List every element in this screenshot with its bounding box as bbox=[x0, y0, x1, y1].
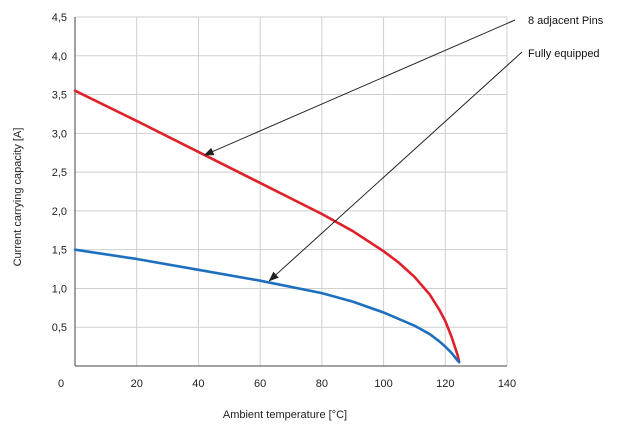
y-tick-label: 4,0 bbox=[52, 51, 67, 63]
x-tick-label: 0 bbox=[58, 378, 64, 390]
series-line-8-adjacent-pins bbox=[73, 89, 461, 364]
x-axis-label: Ambient temperature [°C] bbox=[223, 409, 347, 421]
y-tick-label: 0,5 bbox=[52, 322, 67, 334]
y-tick-label: 3,5 bbox=[52, 90, 67, 102]
annotation-fully-equipped-arrow bbox=[268, 51, 523, 282]
y-tick-label: 2,0 bbox=[52, 206, 67, 218]
y-tick-label: 2,5 bbox=[52, 167, 67, 179]
series bbox=[73, 89, 461, 364]
y-tick-label: 1,5 bbox=[52, 245, 67, 257]
x-tick-label: 100 bbox=[374, 378, 392, 390]
y-tick-label: 1,0 bbox=[52, 283, 67, 295]
annotations: 8 adjacent Pins Fully equipped bbox=[203, 15, 604, 282]
axes: 0 20 40 60 80 100 120 140 0,5 1,0 1,5 2,0 2,5 3,0 3,5 4… bbox=[52, 12, 516, 390]
x-tick-label: 80 bbox=[316, 378, 328, 390]
x-tick-label: 40 bbox=[192, 378, 204, 390]
annotation-fully-equipped-label: Fully equipped bbox=[528, 48, 600, 60]
y-tick-label: 3,0 bbox=[52, 128, 67, 140]
series-line-fully-equipped bbox=[73, 248, 461, 364]
x-tick-label: 140 bbox=[498, 378, 516, 390]
annotation-8-adjacent-pins-arrow bbox=[203, 19, 516, 156]
y-axis-label: Current carrying capacity [A] bbox=[12, 128, 24, 267]
annotation-8-adjacent-pins-label: 8 adjacent Pins bbox=[528, 15, 604, 27]
y-tick-label: 4,5 bbox=[52, 12, 67, 24]
x-tick-label: 120 bbox=[436, 378, 454, 390]
x-tick-label: 20 bbox=[131, 378, 143, 390]
grid bbox=[75, 16, 508, 366]
x-tick-label: 60 bbox=[254, 378, 266, 390]
